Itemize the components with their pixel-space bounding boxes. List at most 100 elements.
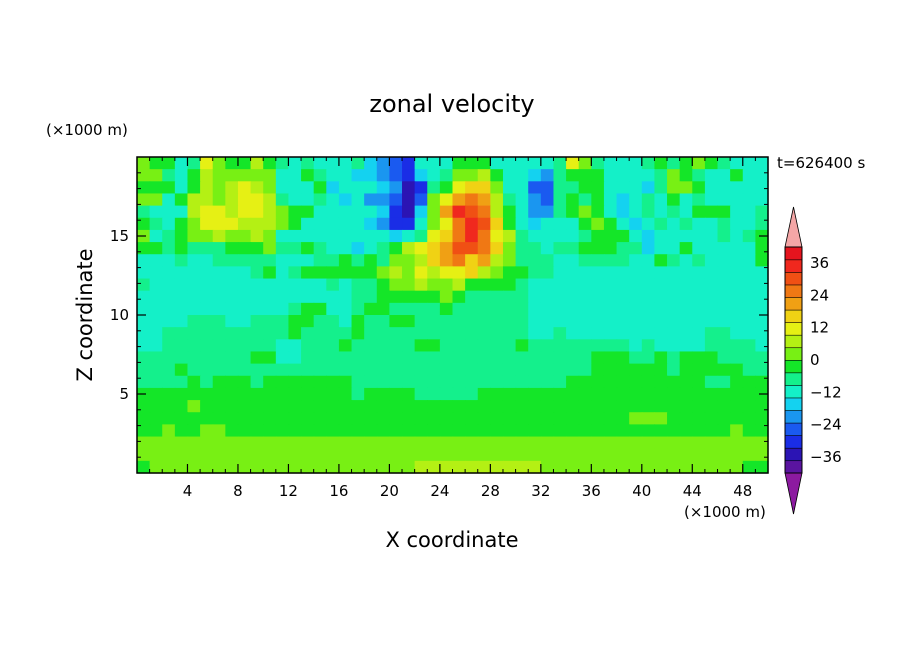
field-cell xyxy=(288,193,302,207)
field-cell xyxy=(237,266,252,280)
field-cell xyxy=(654,254,668,267)
field-cell xyxy=(578,387,592,401)
field-cell xyxy=(704,254,719,267)
field-cell xyxy=(301,327,315,340)
colorbar-swatch xyxy=(784,372,803,386)
field-cell xyxy=(616,315,630,328)
field-cell xyxy=(389,327,403,340)
field-cell xyxy=(338,181,353,195)
field-cell xyxy=(452,400,466,413)
field-cell xyxy=(641,169,656,182)
field-cell xyxy=(427,412,441,425)
field-cell xyxy=(528,363,542,377)
field-cell xyxy=(389,205,403,219)
field-cell xyxy=(427,363,441,377)
field-cell xyxy=(742,400,756,413)
field-cell xyxy=(578,351,592,365)
field-cell xyxy=(263,327,277,340)
field-cell xyxy=(439,436,454,450)
field-cell xyxy=(755,266,769,280)
field-cell xyxy=(338,278,353,292)
field-cell xyxy=(502,169,517,182)
field-cell xyxy=(376,375,390,389)
field-cell xyxy=(679,412,693,425)
field-cell xyxy=(187,387,201,401)
field-cell xyxy=(301,424,315,438)
field-cell xyxy=(742,266,756,280)
field-cell xyxy=(465,327,479,340)
field-cell xyxy=(237,375,252,389)
field-cell xyxy=(465,205,479,219)
field-cell xyxy=(578,290,592,304)
field-cell xyxy=(225,327,239,340)
field-cell xyxy=(717,181,731,195)
field-cell xyxy=(490,387,504,401)
field-cell xyxy=(250,448,264,462)
field-cell xyxy=(225,157,239,170)
field-cell xyxy=(376,436,390,450)
field-cell xyxy=(717,242,731,255)
field-cell xyxy=(742,387,756,401)
x-tick-label: 4 xyxy=(183,482,193,500)
field-cell xyxy=(187,375,201,389)
field-cell xyxy=(250,193,264,207)
field-cell xyxy=(452,460,466,474)
field-cell xyxy=(692,375,706,389)
field-cell xyxy=(351,339,365,353)
field-cell xyxy=(402,254,416,267)
field-cell xyxy=(540,327,555,340)
field-cell xyxy=(742,448,756,462)
field-cell xyxy=(301,157,315,170)
field-cell xyxy=(326,290,340,304)
field-cell xyxy=(364,375,378,389)
field-cell xyxy=(717,387,731,401)
field-cell xyxy=(288,387,302,401)
field-cell xyxy=(275,205,290,219)
field-cell xyxy=(452,266,466,280)
field-cell xyxy=(237,217,252,231)
field-cell xyxy=(528,460,542,474)
field-cell xyxy=(704,448,719,462)
field-cell xyxy=(187,254,201,267)
field-cell xyxy=(250,375,264,389)
field-cell xyxy=(553,424,567,438)
field-cell xyxy=(250,242,264,255)
field-cell xyxy=(225,387,239,401)
field-cell xyxy=(704,157,719,170)
field-cell xyxy=(641,351,656,365)
field-cell xyxy=(326,412,340,425)
field-cell xyxy=(465,181,479,195)
field-cell xyxy=(389,193,403,207)
field-cell xyxy=(528,254,542,267)
field-cell xyxy=(275,424,290,438)
field-cell xyxy=(351,351,365,365)
field-cell xyxy=(351,412,365,425)
field-cell xyxy=(376,302,390,316)
field-cell xyxy=(490,290,504,304)
field-cell xyxy=(452,351,466,365)
colorbar-swatch xyxy=(784,296,803,311)
field-cell xyxy=(326,205,340,219)
field-cell xyxy=(465,339,479,353)
field-cell xyxy=(540,412,555,425)
field-cell xyxy=(149,193,163,207)
field-cell xyxy=(288,400,302,413)
field-cell xyxy=(427,169,441,182)
field-cell xyxy=(326,351,340,365)
field-cell xyxy=(162,193,176,207)
field-cell xyxy=(616,290,630,304)
field-cell xyxy=(427,460,441,474)
field-cell xyxy=(149,229,163,243)
field-cell xyxy=(288,229,302,243)
field-cell xyxy=(351,169,365,182)
field-cell xyxy=(528,375,542,389)
field-cell xyxy=(376,217,390,231)
field-cell xyxy=(326,315,340,328)
field-cell xyxy=(187,229,201,243)
field-cell xyxy=(477,315,491,328)
y-axis: 5 10 15 xyxy=(110,172,768,458)
field-cell xyxy=(730,375,744,389)
field-cell xyxy=(477,339,491,353)
field-cell xyxy=(402,436,416,450)
colorbar-tick-label: −12 xyxy=(810,383,842,401)
